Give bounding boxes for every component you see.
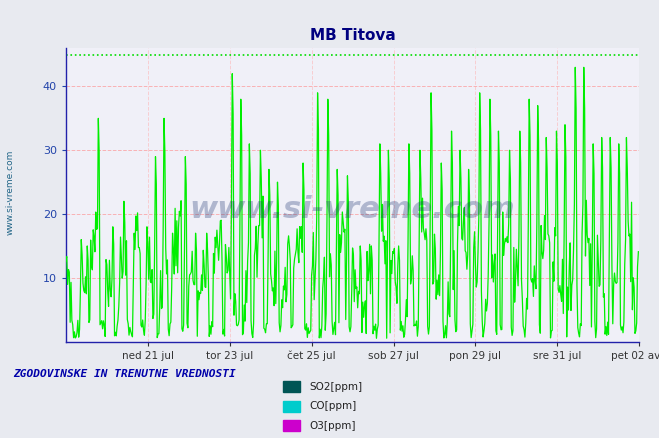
Text: www.si-vreme.com: www.si-vreme.com — [190, 195, 515, 224]
Title: MB Titova: MB Titova — [310, 28, 395, 43]
Text: CO[ppm]: CO[ppm] — [310, 402, 357, 411]
Text: www.si-vreme.com: www.si-vreme.com — [5, 150, 14, 235]
Text: O3[ppm]: O3[ppm] — [310, 421, 357, 431]
Text: ZGODOVINSKE IN TRENUTNE VREDNOSTI: ZGODOVINSKE IN TRENUTNE VREDNOSTI — [13, 369, 236, 379]
Text: SO2[ppm]: SO2[ppm] — [310, 382, 363, 392]
